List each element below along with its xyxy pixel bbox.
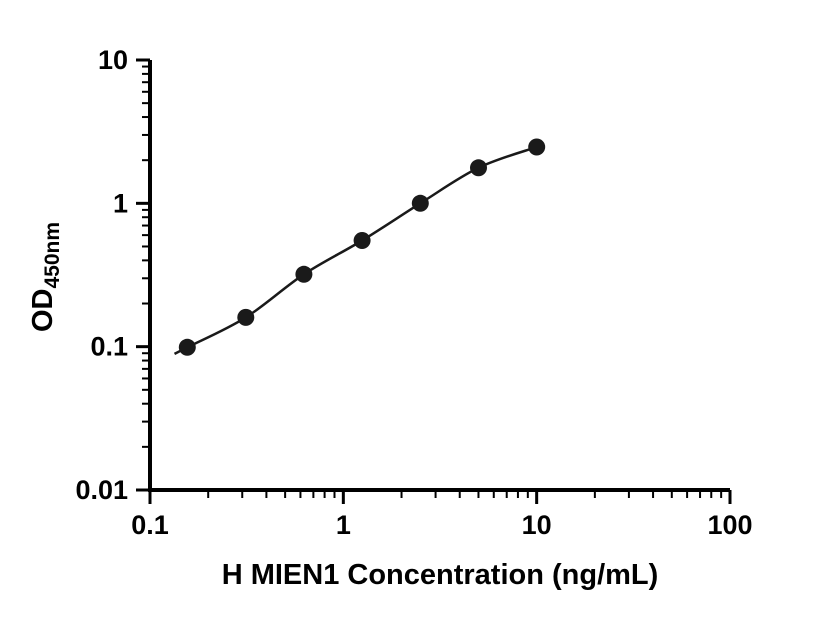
axis-spines [148, 60, 730, 492]
y-axis-title: OD450nm [27, 222, 64, 332]
plot-series [173, 138, 546, 356]
axis-ticks [136, 58, 732, 504]
x-axis-title: H MIEN1 Concentration (ng/mL) [222, 559, 659, 591]
y-axis-title-main: OD [27, 289, 59, 333]
x-tick-label: 100 [707, 510, 752, 540]
x-tick-label: 10 [522, 510, 552, 540]
data-point-marker [295, 265, 313, 283]
y-tick-label: 0.1 [90, 332, 128, 362]
y-axis-title-subscript: 450nm [41, 222, 64, 289]
data-point-marker [237, 308, 255, 326]
y-tick-label: 0.01 [75, 475, 128, 505]
y-tick-label: 10 [98, 45, 128, 75]
data-point-marker [178, 338, 196, 356]
x-tick-label: 1 [336, 510, 351, 540]
data-point-marker [353, 232, 371, 249]
fit-curve [173, 145, 538, 356]
axes [148, 60, 730, 492]
y-tick-label: 1 [113, 188, 128, 218]
data-point-marker [528, 138, 546, 156]
x-tick-label: 0.1 [131, 510, 169, 540]
data-point-marker [470, 159, 487, 177]
data-point-marker [411, 194, 429, 212]
